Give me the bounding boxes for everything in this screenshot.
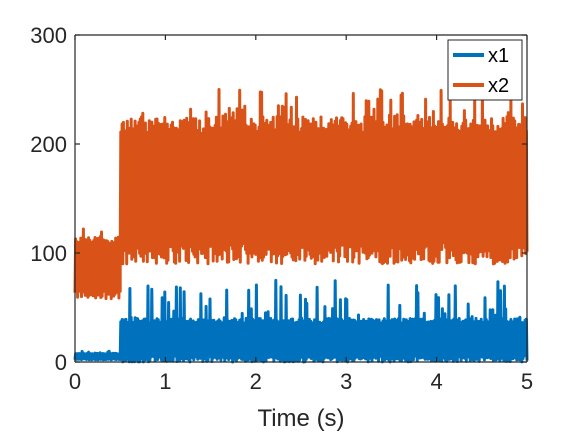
x-tick-label: 0 [69,369,81,394]
x-ticks: 0 1 2 3 4 5 [69,35,533,394]
y-tick-label: 100 [30,241,67,266]
y-tick-label: 300 [30,23,67,48]
axes-layer [74,34,528,363]
legend: x1 x2 [447,39,523,101]
x-tick-label: 5 [521,369,533,394]
legend-box [447,39,523,101]
y-tick-label: 0 [55,350,67,375]
y-ticks: 0 100 200 300 [30,23,527,375]
series-layer [73,88,529,364]
series-line-x1 [73,278,529,364]
x-tick-label: 3 [340,369,352,394]
x-tick-label: 4 [430,369,442,394]
series-line-x2 [73,88,529,301]
y-tick-label: 200 [30,132,67,157]
x-tick-label: 1 [159,369,171,394]
legend-label-x2: x2 [488,75,509,97]
x-axis-title: Time (s) [257,405,344,432]
x-tick-label: 2 [250,369,262,394]
legend-label-x1: x1 [488,45,509,67]
